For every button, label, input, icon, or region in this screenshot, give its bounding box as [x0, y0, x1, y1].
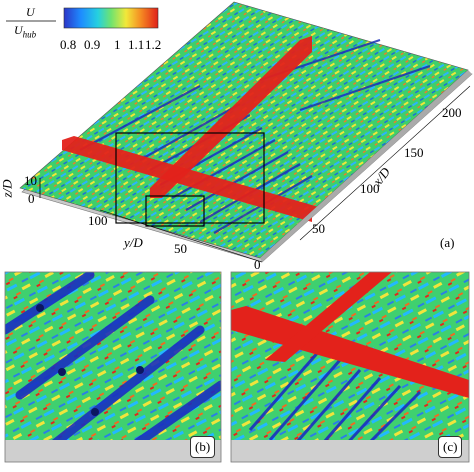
x-axis-tick: 100	[360, 181, 380, 196]
streamwise-wall-zoom	[265, 272, 392, 362]
colorbar-tick: 0.8	[60, 37, 77, 52]
panel-c-tag: (c)	[438, 436, 463, 458]
colorbar	[63, 7, 159, 29]
y-axis-tick: 100	[88, 213, 108, 228]
zoom-box-c	[115, 132, 265, 224]
zoom-box-b	[145, 195, 205, 227]
colorbar-label-denominator: Uhub	[14, 23, 37, 40]
x-axis-tick: 50	[312, 221, 325, 236]
panel-c	[231, 272, 469, 462]
z-axis-tick: 0	[28, 191, 35, 206]
x-axis-tick: 150	[404, 145, 424, 160]
colorbar-tick: 1.2	[145, 37, 162, 52]
y-axis-tick: 50	[174, 241, 187, 256]
colorbar-tick: 0.9	[84, 37, 101, 52]
inflow-wall	[62, 136, 322, 222]
colorbar-tick: 1.1	[128, 37, 145, 52]
panel-a	[19, 1, 473, 263]
z-axis-tick: 10	[24, 173, 37, 188]
inflow-wall-zoom	[231, 306, 469, 398]
z-axis-label: z/D	[0, 179, 15, 198]
panel-b-tag: (b)	[190, 436, 216, 458]
colorbar-tick: 1	[114, 37, 121, 52]
colorbar-label-numerator: U	[26, 5, 35, 19]
streamwise-wall	[150, 36, 312, 198]
x-axis-tick: 200	[442, 105, 462, 120]
panel-a-tag: (a)	[440, 235, 455, 250]
y-axis-label: y/D	[124, 235, 143, 250]
y-axis-tick: 0	[254, 257, 261, 272]
panel-b	[5, 272, 221, 462]
